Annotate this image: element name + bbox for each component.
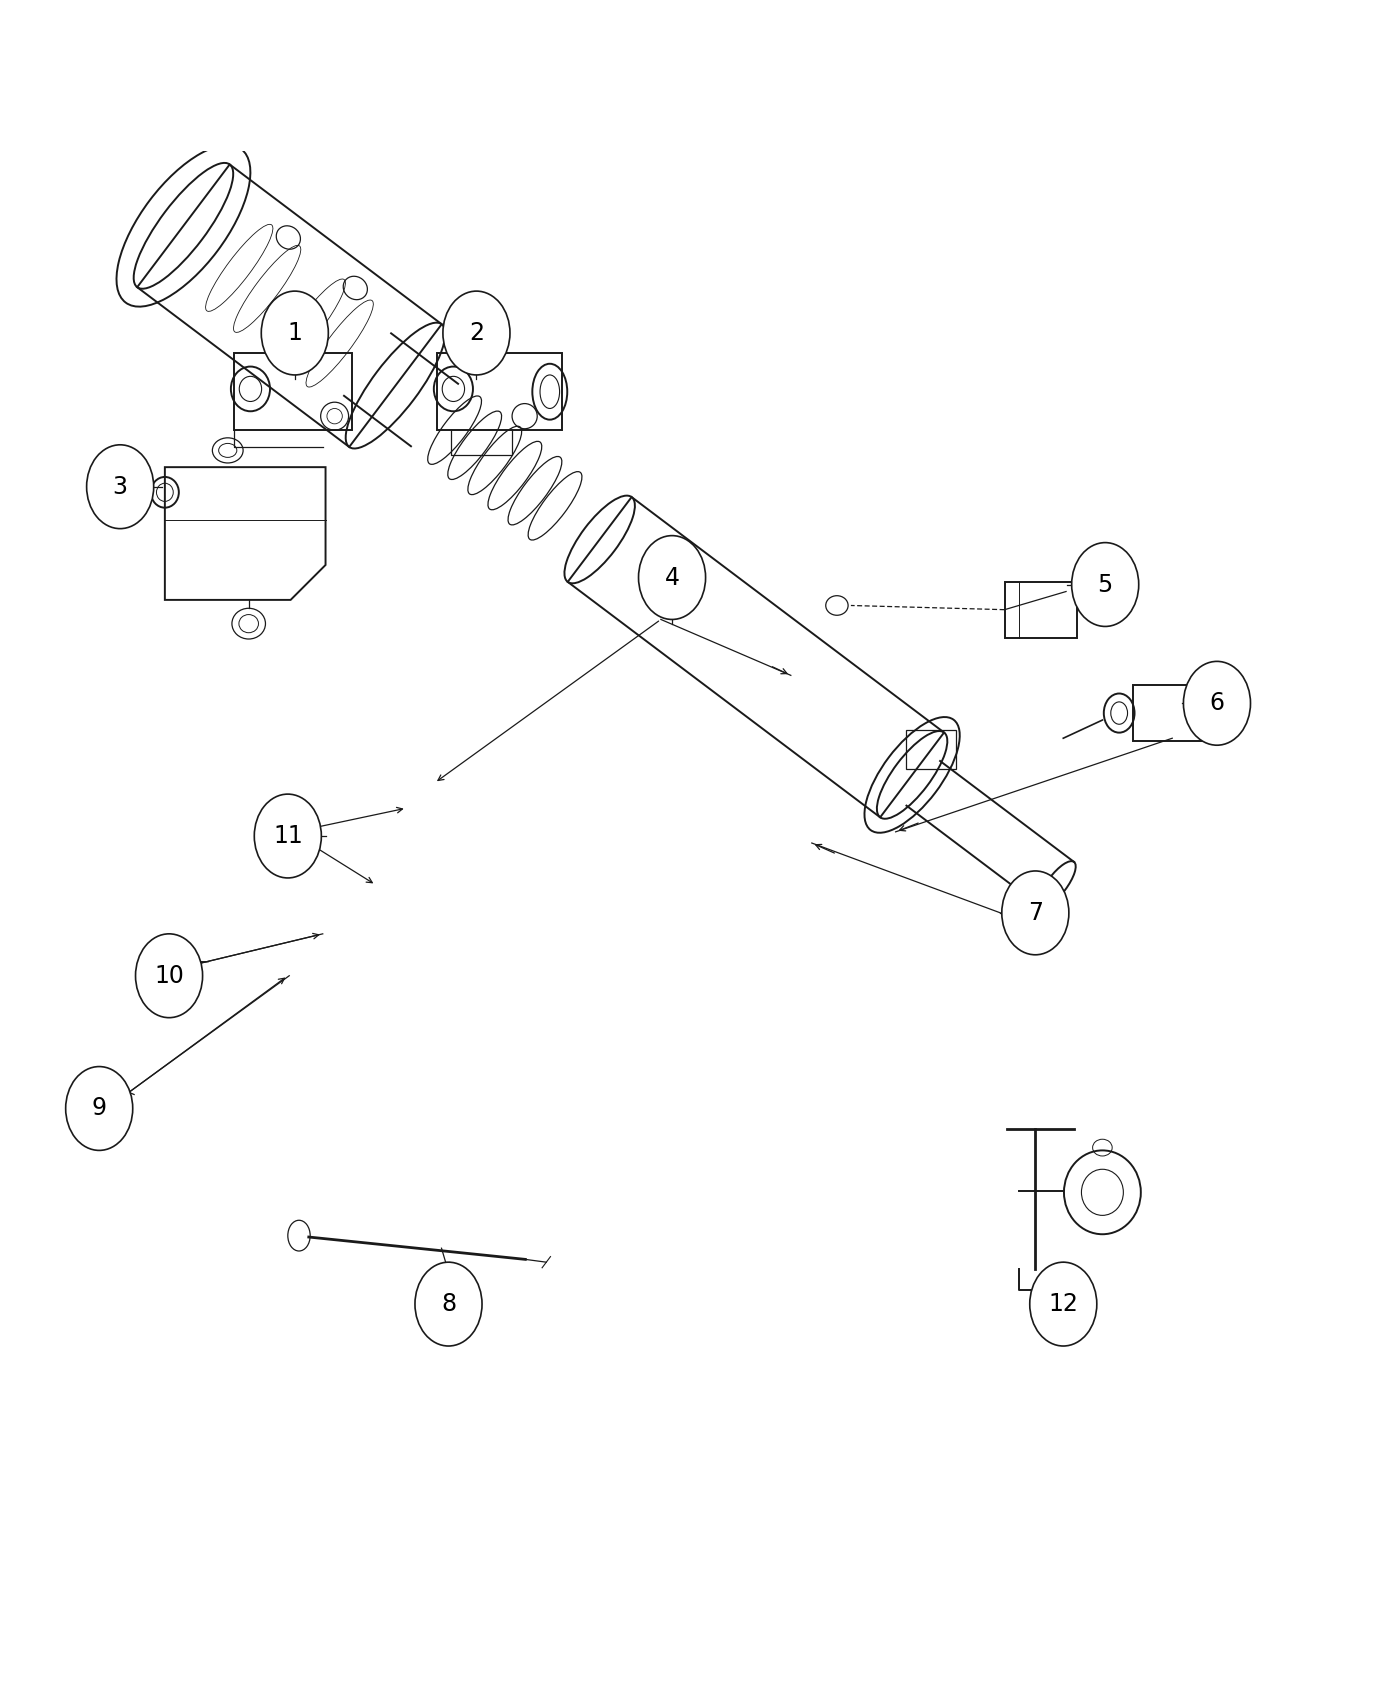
Text: 9: 9: [91, 1096, 106, 1120]
Ellipse shape: [442, 291, 510, 376]
Ellipse shape: [136, 933, 203, 1018]
Ellipse shape: [1071, 542, 1138, 626]
Bar: [906, 729, 956, 768]
Ellipse shape: [1030, 1261, 1096, 1346]
Text: 5: 5: [1098, 573, 1113, 597]
Text: 11: 11: [273, 824, 302, 848]
Ellipse shape: [255, 794, 322, 877]
Text: 2: 2: [469, 321, 484, 345]
Bar: [437, 354, 563, 430]
Ellipse shape: [262, 291, 329, 376]
Text: 8: 8: [441, 1292, 456, 1316]
Text: 7: 7: [1028, 901, 1043, 925]
Ellipse shape: [638, 536, 706, 619]
Bar: [234, 354, 353, 430]
Text: 4: 4: [665, 566, 679, 590]
Ellipse shape: [1183, 661, 1250, 745]
Bar: [1133, 685, 1203, 741]
Text: 3: 3: [112, 474, 127, 498]
Ellipse shape: [414, 1261, 482, 1346]
Text: 10: 10: [154, 964, 183, 988]
Ellipse shape: [66, 1066, 133, 1151]
Bar: [1005, 581, 1077, 638]
Text: 1: 1: [287, 321, 302, 345]
Text: 6: 6: [1210, 692, 1225, 716]
Text: 12: 12: [1049, 1292, 1078, 1316]
Ellipse shape: [87, 445, 154, 529]
Ellipse shape: [1002, 870, 1068, 955]
